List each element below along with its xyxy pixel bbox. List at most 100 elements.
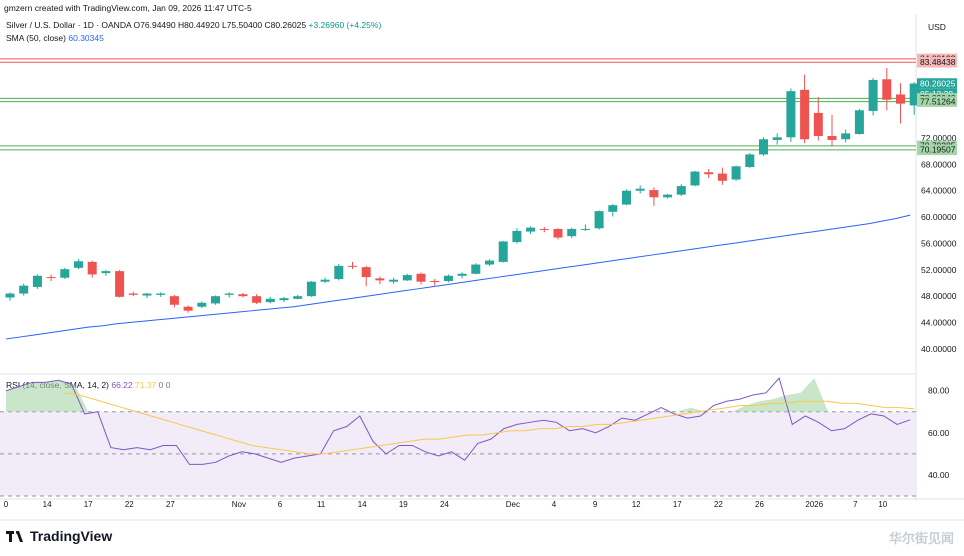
x-tick-label: Nov [232,500,246,509]
x-tick-label: 11 [317,500,326,509]
x-tick-label: 22 [125,500,134,509]
candle-up [457,273,467,276]
candle-down [813,112,823,136]
price-label-text: 70.19507 [920,145,956,155]
candle-down [169,296,179,305]
candle-down [704,172,714,175]
x-tick-label: Dec [506,500,520,509]
rsi-tick-label: 60.00 [928,428,950,438]
watermark-text: 华尔街见闻 [888,531,954,546]
rsi-line [5,377,911,465]
candle-up [306,281,316,297]
candle-up [142,293,152,296]
x-tick-label: 19 [399,500,408,509]
price-tick-label: 56.00000 [921,238,957,248]
candle-up [334,265,344,280]
symbol-legend[interactable]: Silver / U.S. Dollar · 1D · OANDA O76.94… [6,20,381,30]
price-label-text: 83.48438 [920,57,956,67]
candle-down [649,190,659,198]
candle-up [279,298,289,301]
candle-up [74,261,83,268]
candle-up [211,296,220,304]
candle-down [238,294,248,297]
price-tick-label: 40.00000 [921,344,957,354]
candle-up [156,293,166,295]
candle-up [32,275,42,287]
price-tick-label: 68.00000 [921,159,957,169]
candle-up [224,293,234,295]
x-tick-label: 14 [43,500,52,509]
price-tick-label: 72.00000 [921,133,957,143]
candle-down [717,173,727,181]
rsi-extra-values: 0 0 [158,380,171,390]
candle-up [498,241,508,262]
x-tick-label: 7 [853,500,858,509]
candle-down [252,296,262,303]
price-label-text: 80.26025 [920,78,956,88]
rsi-ma-line [64,392,915,455]
ohlc-change: +3.26960 (+4.25%) [308,20,382,30]
candle-up [841,133,851,140]
candle-up [402,275,412,281]
candle-up [526,227,536,232]
candle-down [553,228,563,238]
tradingview-logo-text: TradingView [30,528,113,544]
price-label-box [917,144,957,156]
tradingview-logo[interactable]: TradingView [6,528,112,544]
x-tick-label: 6 [278,500,283,509]
x-tick-label: 10 [878,500,887,509]
candle-down [800,89,810,140]
candle-down [348,265,357,267]
candle-up [868,79,878,111]
candle-up [293,296,303,299]
candle-down [827,135,837,140]
x-tick-label: 17 [673,500,682,509]
price-label-text: 77.51264 [920,96,956,106]
price-tick-label: 48.00000 [921,291,957,301]
candle-down [416,273,426,282]
candle-up [745,154,755,167]
symbol-name: Silver / U.S. Dollar · 1D · OANDA [6,20,132,30]
rsi-tick-label: 80.00 [928,386,950,396]
candle-up [567,228,577,237]
x-tick-label: 22 [714,500,723,509]
candle-up [772,137,782,140]
candle-down [896,94,905,104]
candle-up [594,211,604,229]
candle-down [183,306,193,311]
x-tick-label: 9 [593,500,598,509]
price-label-box [917,57,957,68]
candle-up [635,188,645,191]
x-tick-label: 24 [440,500,449,509]
x-tick-label: 17 [84,500,93,509]
ohlc-open: O76.94490 [133,20,176,30]
rsi-overbought-fill [6,378,952,412]
price-tick-label: 60.00000 [921,212,957,222]
candle-up [690,171,700,186]
candle-up [663,194,673,198]
candle-up [622,190,631,205]
x-tick-label: 12 [632,500,641,509]
x-tick-label: 2026 [805,500,823,509]
candle-down [539,228,549,230]
rsi-ma-value: 71.37 [135,380,157,390]
candle-down [882,79,892,100]
x-tick-label: 0 [4,500,9,509]
candle-down [87,261,97,275]
price-label-box [917,78,957,89]
sma-label: SMA (50, close) [6,33,66,43]
sma-legend[interactable]: SMA (50, close) 60.30345 [6,33,104,43]
candle-down [361,267,371,278]
candle-down [46,277,56,279]
candle-up [512,230,522,243]
tradingview-mark-icon [6,531,26,542]
candle-up [608,205,618,212]
candle-down [115,271,125,297]
ohlc-close: C80.26025 [264,20,307,30]
candle-up [197,302,207,307]
candle-up [676,186,686,195]
candle-up [101,271,111,274]
candle-up [5,293,15,298]
price-tick-label: 64.00000 [921,186,957,196]
